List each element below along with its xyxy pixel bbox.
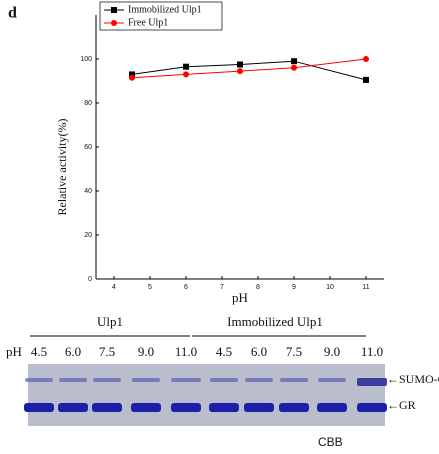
lane-label: 9.0 bbox=[324, 344, 340, 359]
band-lower bbox=[92, 403, 122, 412]
y-tick-label: 0 bbox=[88, 276, 92, 283]
y-tick-label: 100 bbox=[80, 56, 92, 63]
x-axis-label: pH bbox=[232, 290, 248, 305]
marker bbox=[363, 76, 369, 83]
lane-label: 9.0 bbox=[138, 344, 154, 359]
marker bbox=[183, 71, 189, 78]
lane-label: 11.0 bbox=[175, 344, 197, 359]
band-upper bbox=[171, 378, 201, 382]
y-tick-label: 20 bbox=[84, 232, 92, 239]
band-upper bbox=[318, 378, 346, 382]
lane-label: 6.0 bbox=[65, 344, 81, 359]
marker bbox=[237, 68, 243, 75]
band-upper bbox=[132, 378, 160, 382]
y-axis-label: Relative activity(%) bbox=[55, 119, 69, 216]
band-lower bbox=[279, 403, 309, 412]
stain-label: CBB bbox=[318, 435, 343, 449]
marker bbox=[291, 64, 297, 71]
band-upper bbox=[280, 378, 308, 382]
band-upper bbox=[357, 378, 387, 386]
series-line bbox=[131, 58, 367, 79]
gel: Ulp1 Immobilized Ulp1 pH 4.5 6.0 7.5 9.0 11.0 4.… bbox=[6, 314, 439, 449]
band-lower bbox=[317, 403, 347, 412]
legend-label: Free Ulp1 bbox=[128, 17, 168, 28]
x-tick-label: 4 bbox=[112, 284, 116, 291]
band-lower bbox=[357, 403, 387, 412]
band-upper bbox=[25, 378, 53, 382]
lane-label: 7.5 bbox=[99, 344, 115, 359]
legend-label: Immobilized Ulp1 bbox=[128, 4, 202, 15]
band-lower bbox=[244, 403, 274, 412]
chart: 0 20 40 60 80 100 4 5 6 7 8 9 10 11 pH Relative activit… bbox=[55, 1, 384, 305]
x-tick-label: 7 bbox=[220, 284, 224, 291]
x-tick-label: 8 bbox=[256, 284, 260, 291]
marker bbox=[363, 56, 369, 62]
band-lower bbox=[131, 403, 161, 412]
y-tick-label: 60 bbox=[84, 144, 92, 151]
group-label: Ulp1 bbox=[97, 314, 123, 329]
marker bbox=[291, 58, 297, 65]
band-upper bbox=[93, 378, 121, 382]
band-lower bbox=[209, 403, 239, 412]
marker bbox=[183, 63, 189, 70]
marker bbox=[129, 74, 135, 81]
band-lower bbox=[24, 403, 54, 412]
y-tick-label: 80 bbox=[84, 100, 92, 107]
band-label: ←GR bbox=[387, 398, 416, 412]
x-tick-label: 10 bbox=[326, 284, 334, 291]
marker bbox=[129, 71, 135, 78]
band-lower bbox=[171, 403, 201, 412]
gel-image bbox=[28, 364, 385, 426]
x-tick-label: 9 bbox=[292, 284, 296, 291]
lane-label: 4.5 bbox=[31, 344, 47, 359]
ph-label: pH bbox=[6, 344, 22, 359]
legend-box bbox=[99, 1, 223, 31]
band-upper bbox=[210, 378, 238, 382]
x-tick-label: 5 bbox=[148, 284, 152, 291]
lane-label: 4.5 bbox=[216, 344, 232, 359]
x-tick-label: 11 bbox=[362, 284, 369, 291]
lane-label: 7.5 bbox=[286, 344, 302, 359]
legend-marker bbox=[111, 20, 117, 26]
legend-marker bbox=[111, 7, 117, 13]
marker bbox=[237, 61, 243, 68]
band-upper bbox=[245, 378, 273, 382]
band-lower bbox=[58, 403, 88, 412]
band-upper bbox=[59, 378, 87, 382]
x-tick-label: 6 bbox=[184, 284, 188, 291]
panel-label: d bbox=[8, 5, 17, 22]
band-label: ←SUMO-GR bbox=[387, 372, 439, 386]
y-tick-label: 40 bbox=[84, 188, 92, 195]
lane-label: 6.0 bbox=[251, 344, 267, 359]
lane-label: 11.0 bbox=[361, 344, 383, 359]
group-label: Immobilized Ulp1 bbox=[227, 314, 323, 329]
